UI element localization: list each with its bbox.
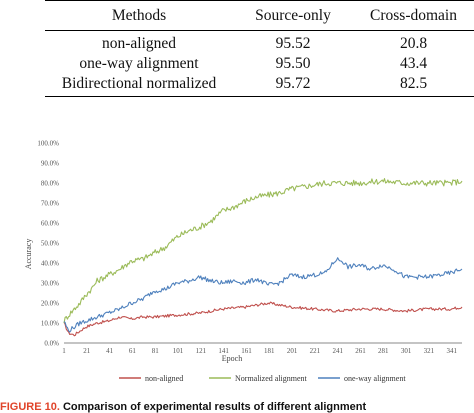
table-cell-method: one-way alignment	[79, 55, 199, 72]
x-tick-label: 161	[241, 347, 252, 355]
table-cell-method: non-aligned	[101, 35, 177, 52]
series-line-one-way-alignment	[63, 257, 463, 333]
table-cell-cross-domain: 82.5	[353, 74, 474, 97]
table-cell-cross-domain: 43.4	[399, 55, 428, 72]
x-tick-label: 261	[355, 347, 366, 355]
legend-label: non-aligned	[145, 374, 183, 383]
x-tick-label: 181	[264, 347, 275, 355]
x-tick-label: 81	[152, 347, 160, 355]
legend-label: one-way alignment	[344, 374, 406, 383]
results-table-container: Methods Source-only Cross-domain non-ali…	[45, 0, 474, 97]
y-tick-label: 0.0%	[44, 340, 59, 348]
x-tick-label: 121	[196, 347, 207, 355]
x-tick-label: 1	[62, 347, 66, 355]
table-header-row: Methods Source-only Cross-domain	[45, 0, 474, 31]
results-table: Methods Source-only Cross-domain non-ali…	[45, 0, 474, 97]
y-tick-label: 50.0%	[41, 240, 59, 248]
x-tick-labels: 1 21 41 61 81 101 121 141 161 181 201 221 241 261 281 3…	[62, 347, 457, 355]
x-tick-label: 101	[173, 347, 184, 355]
figure-caption: FIGURE 10. Comparison of experimental re…	[0, 401, 366, 413]
y-tick-labels: 0.0% 10.0% 20.0% 30.0% 40.0% 50.0% 60.0% 70.0% 8…	[37, 140, 59, 348]
y-tick-label: 100.0%	[37, 140, 59, 148]
table-cell-source-only: 95.72	[233, 74, 353, 97]
table-header-cell: Source-only	[233, 0, 353, 31]
x-axis-label: Epoch	[222, 354, 242, 363]
x-tick-label: 341	[446, 347, 457, 355]
y-tick-label: 40.0%	[41, 260, 59, 268]
y-axis-label: Accuracy	[24, 239, 33, 270]
series-line-non-aligned	[63, 301, 463, 337]
y-tick-label: 30.0%	[41, 280, 59, 288]
y-tick-label: 10.0%	[41, 320, 59, 328]
table-cell-source-only: 95.50	[275, 55, 311, 72]
y-tick-label: 60.0%	[41, 220, 59, 228]
table-row: non-aligned 95.52 20.8	[45, 31, 474, 55]
x-tick-label: 321	[424, 347, 435, 355]
x-tick-label: 41	[106, 347, 114, 355]
figure-caption-text: Comparison of experimental results of di…	[62, 401, 367, 413]
figure-label: FIGURE 10.	[0, 401, 60, 413]
table-header-cell: Cross-domain	[353, 0, 474, 31]
x-tick-label: 281	[378, 347, 389, 355]
legend-label: Normalized alignment	[235, 374, 308, 383]
x-tick-label: 61	[129, 347, 137, 355]
table-row: one-way alignment 95.50 43.4	[45, 54, 474, 74]
table-cell-method: Bidirectional normalized	[45, 74, 233, 97]
table-header-cell: Methods	[45, 0, 233, 31]
y-tick-label: 90.0%	[41, 160, 59, 168]
chart-legend: non-aligned Normalized alignment one-way a…	[119, 374, 406, 383]
series-line-normalized-alignment	[63, 178, 463, 324]
x-tick-label: 301	[401, 347, 412, 355]
x-tick-label: 21	[83, 347, 91, 355]
x-tick-label: 141	[218, 347, 229, 355]
y-tick-label: 70.0%	[41, 200, 59, 208]
series-lines	[63, 178, 463, 337]
x-tick-label: 241	[332, 347, 343, 355]
x-tick-label: 221	[310, 347, 321, 355]
x-tick-label: 201	[287, 347, 298, 355]
table-cell-source-only: 95.52	[275, 35, 311, 52]
table-row: Bidirectional normalized 95.72 82.5	[45, 74, 474, 97]
y-tick-label: 80.0%	[41, 180, 59, 188]
y-tick-label: 20.0%	[41, 300, 59, 308]
table-cell-cross-domain: 20.8	[399, 35, 428, 52]
